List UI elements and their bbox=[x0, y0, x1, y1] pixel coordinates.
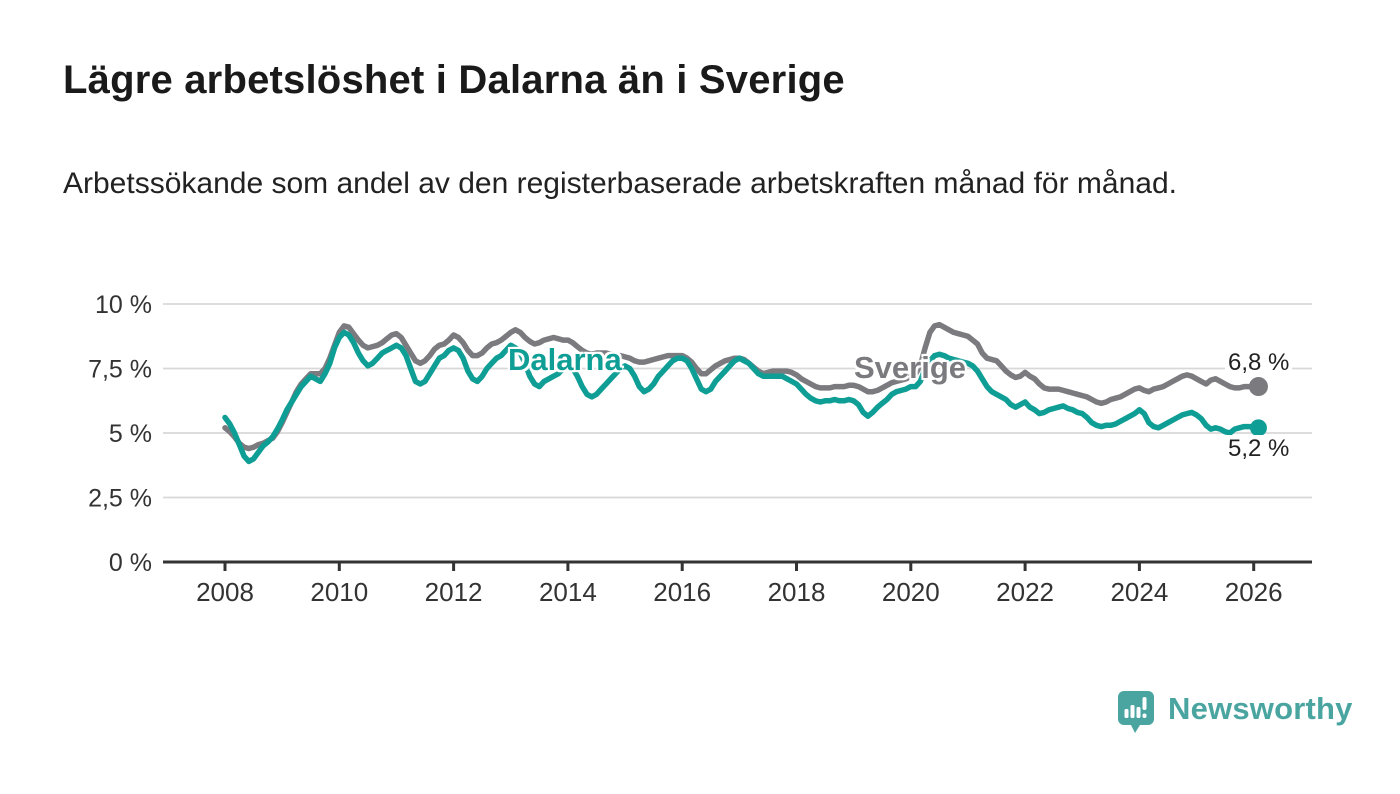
y-axis-labels: 10 % 7,5 % 5 % 2,5 % 0 % bbox=[88, 291, 152, 577]
x-axis-labels: 2008 2010 2012 2014 2016 2018 2020 2022 2024 2026 bbox=[196, 577, 1283, 607]
brand-name: Newsworthy bbox=[1168, 691, 1353, 726]
x-tick-label: 2026 bbox=[1225, 577, 1283, 607]
x-tick-label: 2018 bbox=[768, 577, 826, 607]
x-tick-label: 2016 bbox=[653, 577, 711, 607]
y-tick-label: 2,5 % bbox=[88, 485, 152, 513]
y-tick-label: 0 % bbox=[109, 549, 152, 577]
x-tick-label: 2022 bbox=[996, 577, 1054, 607]
x-tick-label: 2020 bbox=[882, 577, 940, 607]
chart-subtitle: Arbetssökande som andel av den registerb… bbox=[63, 167, 1177, 200]
gridlines bbox=[163, 303, 1312, 499]
x-tick-label: 2024 bbox=[1110, 577, 1168, 607]
series-label-dalarna: Dalarna bbox=[508, 342, 622, 377]
end-dot-dalarna bbox=[1249, 419, 1267, 437]
x-tick-label: 2012 bbox=[425, 577, 483, 607]
x-axis bbox=[163, 560, 1312, 571]
series-label-sverige: Sverige bbox=[854, 350, 967, 385]
end-dot-sverige bbox=[1248, 377, 1268, 397]
newsworthy-logo-icon bbox=[1118, 691, 1154, 733]
value-label-dalarna: 5,2 % bbox=[1225, 435, 1293, 463]
y-tick-label: 5 % bbox=[109, 420, 152, 448]
y-tick-label: 10 % bbox=[95, 291, 152, 319]
y-tick-label: 7,5 % bbox=[88, 356, 152, 384]
chart-title: Lägre arbetslöshet i Dalarna än i Sverig… bbox=[63, 58, 845, 102]
value-label-sverige: 6,8 % bbox=[1225, 349, 1293, 377]
brand-logo: Newsworthy bbox=[1117, 690, 1353, 736]
series-line-dalarna bbox=[222, 329, 1262, 465]
x-tick-label: 2008 bbox=[196, 577, 254, 607]
x-tick-label: 2010 bbox=[310, 577, 368, 607]
x-tick-label: 2014 bbox=[539, 577, 597, 607]
series-line-sverige bbox=[222, 321, 1262, 452]
